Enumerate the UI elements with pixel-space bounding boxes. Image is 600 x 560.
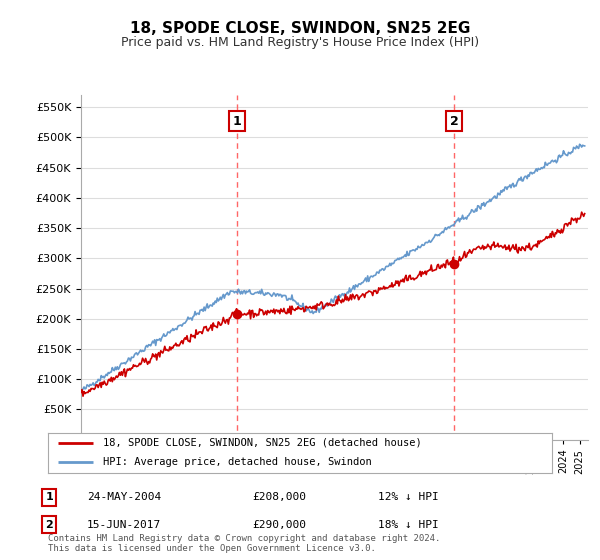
- Text: 18% ↓ HPI: 18% ↓ HPI: [378, 520, 439, 530]
- Text: 1: 1: [46, 492, 53, 502]
- Text: 15-JUN-2017: 15-JUN-2017: [87, 520, 161, 530]
- Text: 1: 1: [233, 115, 241, 128]
- Text: £208,000: £208,000: [252, 492, 306, 502]
- Text: HPI: Average price, detached house, Swindon: HPI: Average price, detached house, Swin…: [103, 457, 372, 467]
- Text: £290,000: £290,000: [252, 520, 306, 530]
- Text: 2: 2: [450, 115, 458, 128]
- Text: 2: 2: [46, 520, 53, 530]
- Text: 18, SPODE CLOSE, SWINDON, SN25 2EG: 18, SPODE CLOSE, SWINDON, SN25 2EG: [130, 21, 470, 36]
- Text: Contains HM Land Registry data © Crown copyright and database right 2024.
This d: Contains HM Land Registry data © Crown c…: [48, 534, 440, 553]
- Text: Price paid vs. HM Land Registry's House Price Index (HPI): Price paid vs. HM Land Registry's House …: [121, 36, 479, 49]
- Text: 24-MAY-2004: 24-MAY-2004: [87, 492, 161, 502]
- Text: 12% ↓ HPI: 12% ↓ HPI: [378, 492, 439, 502]
- Text: 18, SPODE CLOSE, SWINDON, SN25 2EG (detached house): 18, SPODE CLOSE, SWINDON, SN25 2EG (deta…: [103, 438, 422, 448]
